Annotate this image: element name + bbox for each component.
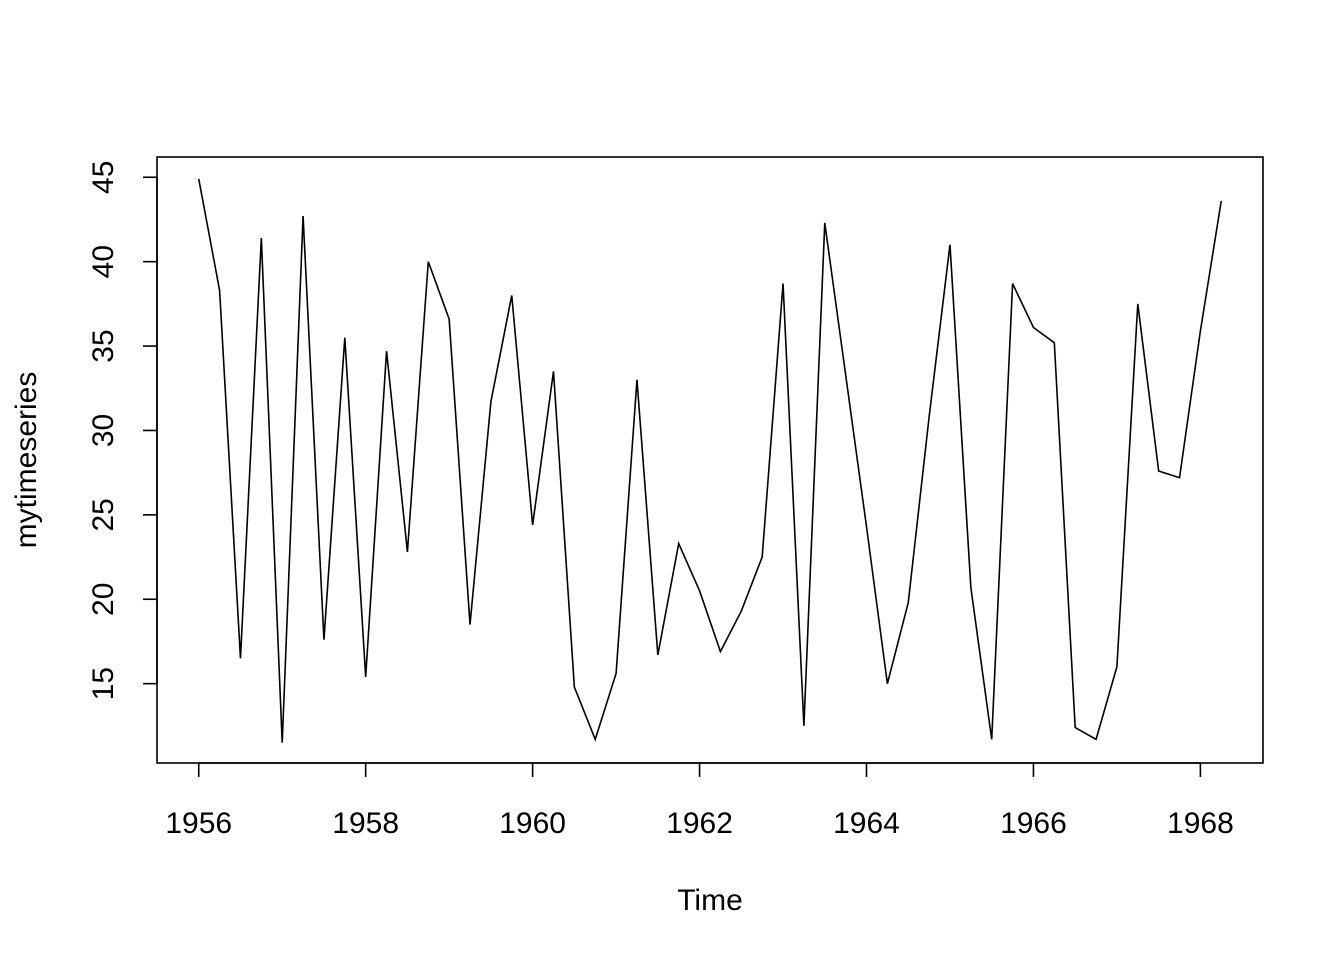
x-tick-label: 1960 <box>499 807 566 840</box>
x-axis: 1956 1958 1960 1962 1964 1966 1968 <box>165 762 1234 840</box>
y-axis: 15 20 25 30 35 40 45 <box>87 161 158 700</box>
x-tick-label: 1968 <box>1167 807 1234 840</box>
y-axis-title: mytimeseries <box>10 372 43 549</box>
y-tick-label: 40 <box>87 245 120 278</box>
y-tick-label: 35 <box>87 329 120 362</box>
plot-frame <box>156 156 1264 764</box>
x-tick-label: 1956 <box>165 807 232 840</box>
x-tick-label: 1958 <box>332 807 399 840</box>
y-tick-label: 15 <box>87 667 120 700</box>
series-line <box>197 178 1223 743</box>
y-tick-label: 25 <box>87 498 120 531</box>
x-axis-title: Time <box>677 884 743 917</box>
y-tick-label: 20 <box>87 583 120 616</box>
y-tick-label: 45 <box>87 161 120 194</box>
data-points <box>198 178 1223 744</box>
x-tick-label: 1966 <box>1000 807 1067 840</box>
x-tick-label: 1962 <box>666 807 733 840</box>
y-tick-label: 30 <box>87 414 120 447</box>
x-tick-label: 1964 <box>833 807 900 840</box>
